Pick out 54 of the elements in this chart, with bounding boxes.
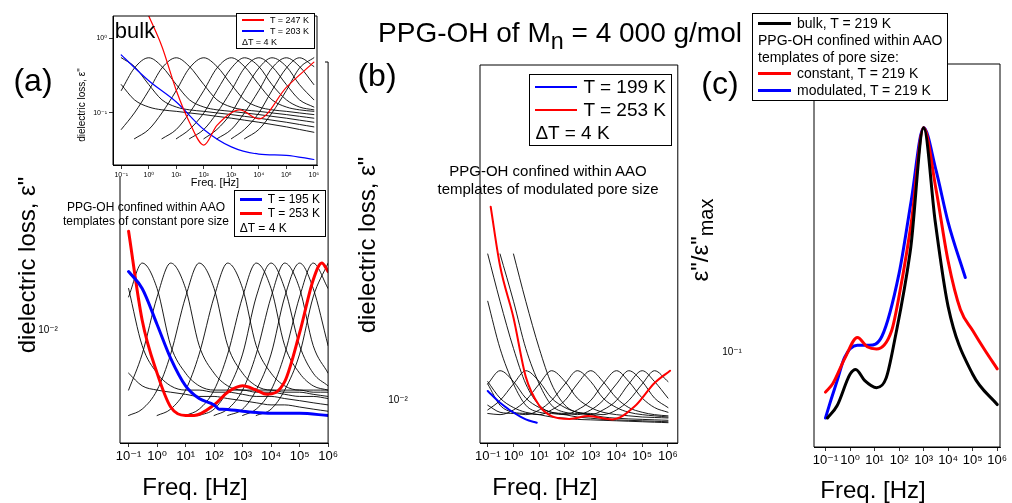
text: (a) (13, 60, 53, 100)
x-tick-label: 10² (204, 448, 225, 464)
y-axis-title: dielectric loss, ε" (353, 156, 381, 334)
y-axis-title: dielectric loss, ε" (13, 176, 40, 354)
text: PPG-OH confined within AAO templates of modulated pore size (437, 162, 659, 198)
annotation: ΔT = 4 K (239, 220, 288, 236)
x-tick-label: 10³ (914, 452, 934, 468)
text: PPG-OH confined within AAO templates of constant pore size (62, 199, 230, 229)
text: (c) (701, 63, 739, 103)
chart-title: PPG-OH of M$_{n}$ = 4 000 g/mol (378, 17, 742, 55)
y-axis-title: dielectric loss, ε" (75, 68, 87, 142)
x-tick-label: 10³ (233, 448, 253, 464)
legend-label: T = 247 K (269, 15, 309, 26)
x-tick-label: 10² (555, 448, 576, 464)
x-tick-label: 10⁻¹ (812, 452, 839, 468)
x-tick-label: 10² (889, 452, 910, 468)
x-tick-label: 10¹ (529, 448, 550, 464)
x-tick-label: 10⁵ (962, 452, 983, 468)
text: 10⁻¹ (722, 346, 742, 358)
x-axis-title: Freq. [Hz] (820, 476, 926, 503)
x-tick-label: 10⁶ (987, 452, 1008, 468)
x-axis-title: Freq. [Hz] (492, 473, 598, 501)
x-tick-label: 10⁶ (318, 448, 338, 464)
x-tick-label: 10³ (581, 448, 601, 464)
text: 10⁻² (388, 394, 408, 406)
text: 10⁻² (38, 324, 58, 336)
x-axis-title: Freq. [Hz] (190, 176, 240, 188)
x-tick-label: 10⁵ (289, 448, 310, 464)
text: (b) (357, 55, 397, 95)
x-tick-label: 10⁰ (840, 452, 860, 468)
text: ΔT = 4 K (535, 121, 611, 145)
legend-label: constant, T = 219 K (797, 65, 919, 83)
legend-label: modulated, T = 219 K (797, 82, 931, 99)
x-tick-label: 10⁶ (658, 448, 678, 464)
text: PPG-OH confined within AAO templates of pore size: (758, 31, 943, 66)
legend-label: T = 253 K (583, 98, 666, 122)
x-tick-label: 10⁵ (632, 448, 653, 464)
annotation: bulk (114, 17, 156, 45)
legend-label: T = 199 K (583, 76, 666, 99)
x-tick-label: 10⁻¹ (115, 448, 143, 464)
x-tick-label: 10⁴ (261, 448, 282, 464)
annotation: ΔT = 4 K (241, 36, 278, 48)
x-tick-label: 10⁴ (606, 448, 627, 464)
x-tick-label: 10⁻¹ (474, 448, 502, 464)
x-tick-label: 10⁰ (147, 448, 167, 464)
x-axis-title: Freq. [Hz] (142, 473, 248, 501)
legend-label: T = 195 K (267, 192, 320, 207)
x-tick-label: 10¹ (865, 452, 885, 468)
x-tick-label: 10¹ (176, 448, 196, 464)
x-tick-label: 10⁰ (503, 448, 524, 464)
legend-label: T = 203 K (269, 25, 309, 37)
legend-label: T = 253 K (267, 206, 320, 221)
x-tick-label: 10⁴ (938, 452, 959, 468)
legend-label: bulk, T = 219 K (797, 15, 892, 32)
